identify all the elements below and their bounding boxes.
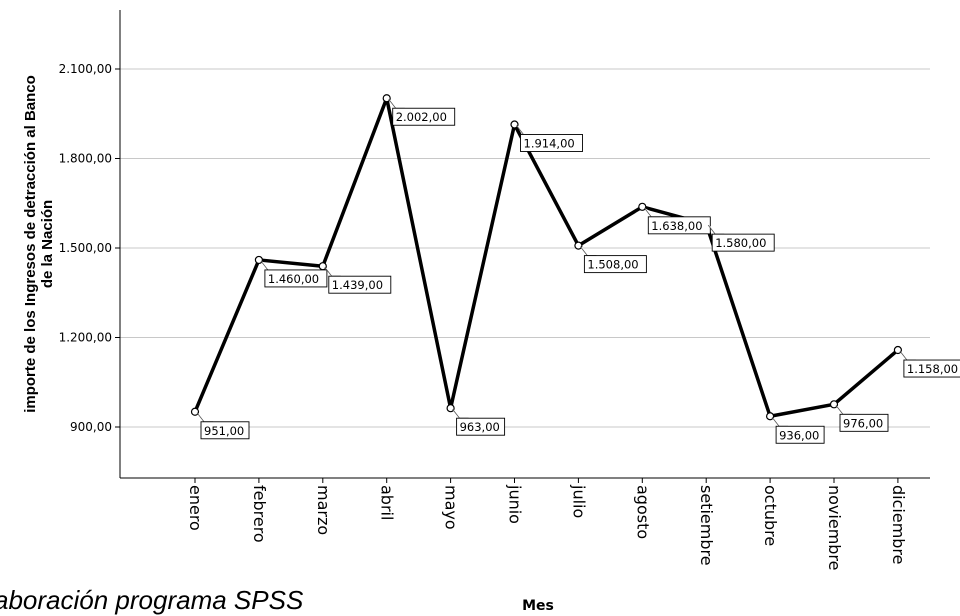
data-label: 1.508,00 [580, 246, 647, 274]
y-tick-label: 1.500,00 [59, 241, 112, 255]
source-footnote: aboración programa SPSS [0, 585, 304, 615]
data-label-text: 976,00 [843, 416, 883, 430]
data-label-text: 1.460,00 [268, 272, 319, 286]
data-label-text: 1.638,00 [651, 219, 702, 233]
data-point [382, 94, 391, 103]
data-point [318, 262, 327, 271]
x-tick-label: abril [378, 485, 397, 520]
data-label-leader [835, 405, 852, 415]
data-label-leader [452, 408, 469, 419]
data-label-text: 1.508,00 [587, 258, 638, 272]
data-label-box [392, 107, 456, 126]
data-label-text: 963,00 [460, 420, 500, 434]
data-label: 936,00 [771, 417, 825, 444]
data-label-box [775, 425, 825, 444]
data-label: 1.439,00 [324, 266, 392, 294]
data-point [638, 202, 647, 211]
y-tick-label: 1.800,00 [59, 152, 112, 166]
x-tick-label: noviembre [825, 485, 844, 571]
data-label: 951,00 [196, 412, 250, 440]
x-tick-label: marzo [314, 485, 333, 535]
data-label: 1.460,00 [260, 260, 328, 288]
x-tick-label: junio [506, 484, 525, 524]
data-point [510, 120, 519, 129]
data-point [765, 412, 775, 421]
x-tick-label: diciembre [889, 485, 908, 565]
data-label-text: 936,00 [779, 428, 819, 442]
y-tick-label: 1.200,00 [59, 331, 112, 345]
data-point [893, 345, 903, 355]
data-label: 1.914,00 [516, 125, 583, 152]
x-tick-label: enero [186, 485, 205, 531]
data-label-leader [771, 417, 789, 427]
y-tick-labels: 900,00 1.200,00 1.500,00 1.800,00 2.100,00 [59, 62, 112, 434]
data-point [254, 255, 263, 265]
x-axis-title: Mes [522, 598, 554, 614]
x-tick-label: setiembre [697, 485, 716, 566]
data-label-leader [196, 412, 213, 423]
y-axis-title-line-1: importe de los Ingresos de detracción al… [22, 75, 39, 413]
series-path [193, 96, 900, 419]
y-tick-label: 2.100,00 [59, 62, 112, 76]
x-tick-label: julio [569, 484, 588, 518]
data-label-box [711, 233, 775, 252]
data-point [574, 241, 583, 250]
x-tick-label: agosto [633, 485, 652, 539]
data-label-text: 951,00 [204, 424, 244, 438]
data-label-text: 1.580,00 [715, 236, 766, 250]
data-label: 2.002,00 [388, 98, 456, 126]
x-tick-label: octubre [761, 485, 780, 546]
data-label-text: 2.002,00 [396, 110, 447, 124]
data-label-box [328, 275, 392, 294]
data-point [446, 404, 455, 413]
axes [115, 10, 930, 483]
data-labels: 951,00 1.460,00 1.439,00 2.002,00 963,00 1.91… [196, 98, 960, 444]
data-label-box [839, 413, 889, 432]
x-tick-label: mayo [442, 485, 461, 530]
data-point [829, 400, 839, 409]
data-label: 1.580,00 [707, 224, 775, 252]
x-tick-label: febrero [250, 485, 269, 543]
data-label: 1.158,00 [899, 350, 960, 378]
data-label-text: 1.914,00 [524, 136, 575, 150]
x-tick-labels: enero febrero marzo abril mayo junio julio agos… [186, 484, 908, 571]
data-label-leader [388, 98, 405, 109]
data-label-text: 1.158,00 [907, 362, 958, 376]
data-label-box [200, 421, 250, 440]
data-label-box [264, 269, 328, 288]
data-label-text: 1.439,00 [332, 278, 383, 292]
y-axis-title-line-2: de la Nación [39, 200, 56, 288]
data-point [190, 407, 200, 416]
data-label: 963,00 [452, 408, 506, 436]
data-label: 1.638,00 [643, 207, 711, 235]
data-label-box [903, 359, 960, 378]
data-label-box [583, 255, 647, 274]
gridlines [120, 68, 930, 428]
data-label-box [647, 216, 711, 235]
data-label: 976,00 [835, 405, 889, 432]
y-tick-label: 900,00 [70, 420, 112, 434]
data-label-box [456, 417, 506, 436]
data-label-box [520, 134, 583, 152]
data-label-leader [899, 350, 916, 361]
